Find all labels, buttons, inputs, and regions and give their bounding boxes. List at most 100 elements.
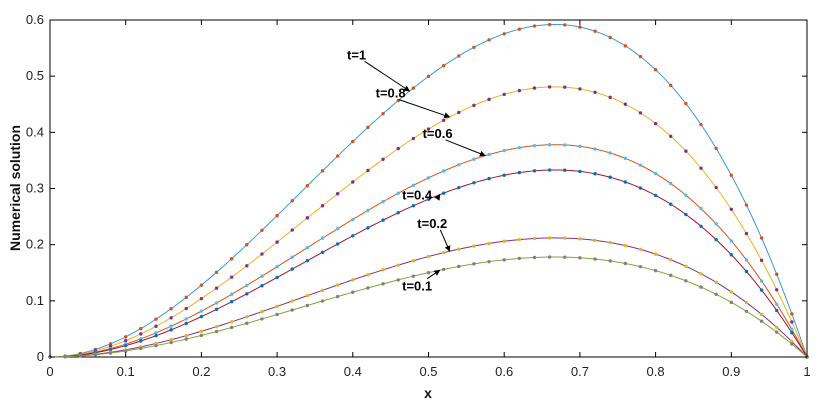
series-0-point xyxy=(275,213,279,218)
series-0-point xyxy=(547,22,552,27)
series-2-point xyxy=(532,143,537,148)
series-0-point xyxy=(441,63,446,68)
series-5-point xyxy=(790,342,794,346)
series-2-point xyxy=(229,292,234,296)
series-2-point xyxy=(487,152,491,157)
y-tick-label: 0.3 xyxy=(26,181,44,196)
series-5-point xyxy=(457,264,461,269)
series-2-point xyxy=(517,145,522,150)
series-3-point xyxy=(154,334,158,338)
x-tick-label: 0.7 xyxy=(571,364,589,379)
annotation-arrow xyxy=(439,229,451,252)
series-5-point xyxy=(275,312,279,317)
series-1-point xyxy=(154,324,158,328)
series-5-point xyxy=(593,257,597,261)
series-2-point xyxy=(275,265,279,269)
series-4-point xyxy=(260,309,264,314)
series-1-point xyxy=(290,228,294,232)
x-tick-label: 0.8 xyxy=(647,364,665,379)
series-3-point xyxy=(275,275,279,280)
series-3-point xyxy=(502,173,506,177)
series-0-point xyxy=(381,111,385,116)
series-2-point xyxy=(775,302,779,306)
series-3-point xyxy=(623,180,628,184)
series-1-point xyxy=(426,127,431,131)
series-2-point xyxy=(245,283,249,288)
series-3-point xyxy=(381,218,385,222)
series-0-point xyxy=(245,243,249,247)
series-2-point xyxy=(320,236,325,240)
series-1-point xyxy=(169,316,173,320)
series-5-point xyxy=(669,273,673,278)
series-1-point xyxy=(517,88,522,93)
series-1-point xyxy=(320,204,325,208)
series-2-point xyxy=(290,255,294,259)
series-2-point xyxy=(563,143,567,147)
series-4-point xyxy=(729,290,733,294)
series-5-point xyxy=(729,300,733,305)
series-2-point xyxy=(699,206,703,211)
series-5-point xyxy=(169,340,173,345)
series-3-point xyxy=(638,186,643,190)
annotation-arrow xyxy=(398,99,451,119)
series-3-point xyxy=(169,328,173,332)
series-1-point xyxy=(593,90,597,95)
series-4-point xyxy=(699,272,703,276)
series-2-point xyxy=(547,143,552,147)
series-2-point xyxy=(214,301,219,305)
series-0-point xyxy=(351,139,355,144)
series-1-point xyxy=(139,332,143,336)
series-4-point xyxy=(290,299,294,303)
series-3-point xyxy=(578,169,582,174)
series-5-point xyxy=(441,267,446,272)
series-5-point xyxy=(563,255,567,259)
series-4-point xyxy=(608,240,612,245)
series-4-point xyxy=(547,236,552,240)
series-5-point xyxy=(139,346,143,351)
series-1-point xyxy=(214,286,219,290)
series-3-point xyxy=(517,170,522,175)
series-1-point xyxy=(411,136,416,141)
series-1-point xyxy=(714,185,718,190)
series-4-point xyxy=(578,237,582,241)
series-0-point xyxy=(759,236,764,240)
series-2-point xyxy=(502,148,506,153)
series-1-point xyxy=(124,338,128,343)
series-4-point xyxy=(426,254,431,259)
series-2-point xyxy=(184,317,188,321)
series-4-point xyxy=(245,315,249,319)
series-5-point xyxy=(290,308,294,312)
series-4-point xyxy=(714,280,718,285)
series-4-point xyxy=(502,239,506,243)
series-1-point xyxy=(653,121,658,126)
x-tick-label: 0.4 xyxy=(344,364,362,379)
series-4-point xyxy=(441,250,446,255)
series-5-point xyxy=(229,325,234,330)
series-5-point xyxy=(547,255,552,259)
series-3-point xyxy=(366,226,370,230)
series-1-point xyxy=(457,110,461,115)
series-3-point xyxy=(139,339,143,343)
series-4-point xyxy=(381,268,385,272)
series-4-point xyxy=(623,243,628,248)
series-3-point xyxy=(593,172,597,176)
series-0-point xyxy=(563,23,567,27)
series-3-point xyxy=(547,168,552,172)
series-5-point xyxy=(93,353,98,357)
series-0-point xyxy=(578,25,582,29)
series-4-point xyxy=(335,283,340,287)
series-5-point xyxy=(335,294,340,299)
annotation-label: t=0.1 xyxy=(402,279,432,294)
series-1-point xyxy=(351,180,355,184)
y-tick-label: 0.1 xyxy=(26,293,44,308)
series-5-point xyxy=(744,309,749,314)
series-5-point xyxy=(78,354,82,358)
series-3-point xyxy=(457,185,461,190)
annotation-label: t=0.6 xyxy=(423,126,453,141)
series-5-point xyxy=(214,329,219,334)
series-3-point xyxy=(229,300,234,304)
series-1-point xyxy=(563,85,567,89)
x-tick-label: 0 xyxy=(46,364,53,379)
series-2-point xyxy=(154,331,158,335)
series-2-point xyxy=(684,193,688,197)
